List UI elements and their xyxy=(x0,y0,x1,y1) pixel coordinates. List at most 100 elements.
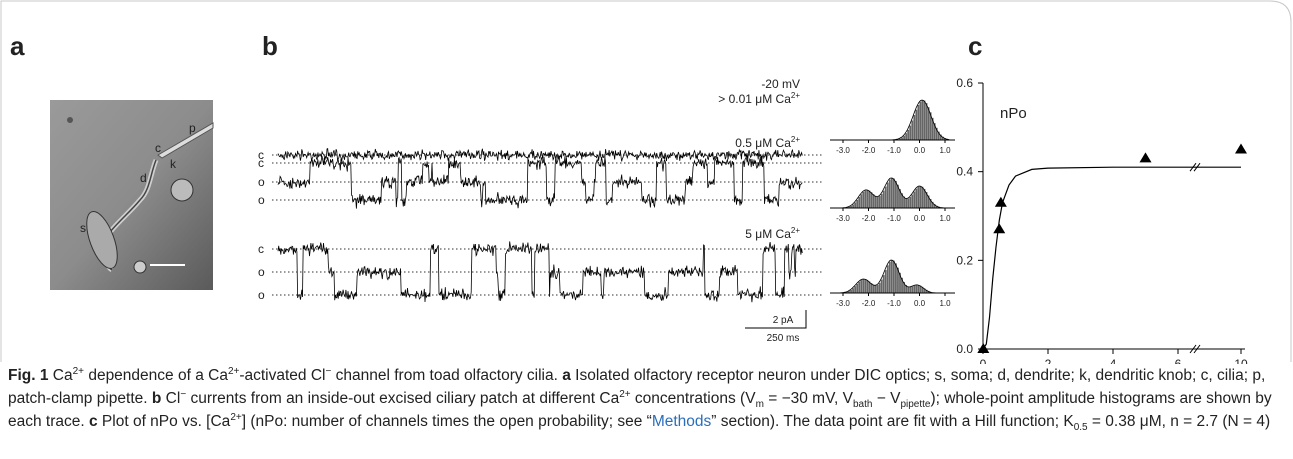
histogram-bar xyxy=(905,198,908,208)
histogram-tick-label: -3.0 xyxy=(836,299,850,308)
x-tick-label: 2 xyxy=(1045,357,1052,364)
histogram-bar xyxy=(860,194,863,208)
histogram-bar xyxy=(935,205,938,208)
caption-text: ] (nPo: number of channels times the ope… xyxy=(241,413,652,430)
histogram-bar xyxy=(919,185,922,208)
histogram-bar xyxy=(897,184,899,208)
caption-text: Cl xyxy=(161,390,181,407)
current-trace xyxy=(277,148,803,162)
y-tick-label: 0.2 xyxy=(956,253,973,267)
caption-text: ” section). The data point are fit with … xyxy=(711,413,1074,430)
histogram-bar xyxy=(923,188,926,208)
current-trace xyxy=(277,241,803,303)
histogram-bar xyxy=(903,135,905,140)
level-label: o xyxy=(258,288,265,302)
histogram-bar xyxy=(907,286,910,293)
trace-label-text: -20 mV xyxy=(761,77,800,91)
scale-label: 250 ms xyxy=(767,333,800,344)
histogram-bar xyxy=(913,191,916,208)
histogram-bar xyxy=(878,196,881,208)
caption-sup: − xyxy=(325,365,332,377)
scale-label: 2 pA xyxy=(773,315,794,326)
histogram-tick-label: 1.0 xyxy=(939,299,951,308)
caption-text: dependence of a Ca xyxy=(84,367,228,384)
histogram-bar xyxy=(905,133,908,140)
trace-label: 5 μM Ca2+ xyxy=(745,226,800,241)
trace-label-text: 5 μM Ca xyxy=(745,227,791,241)
panel-label: b xyxy=(262,31,278,61)
x-tick-label: 6 xyxy=(1175,357,1182,364)
histogram-bar xyxy=(919,101,922,140)
caption-sup: 2+ xyxy=(227,365,240,377)
histogram-bar xyxy=(919,285,922,293)
histogram-tick-label: 1.0 xyxy=(939,146,951,155)
histogram-bar xyxy=(923,288,926,293)
caption-sub: m xyxy=(755,399,764,411)
histogram-bar xyxy=(899,138,901,140)
histogram-bar xyxy=(925,192,928,208)
histogram-bar xyxy=(915,188,918,208)
trace-label: 0.5 μM Ca2+ xyxy=(735,135,800,150)
histogram-bar xyxy=(886,265,889,293)
histogram-bar xyxy=(935,127,938,140)
histogram-bar xyxy=(927,291,930,293)
histogram-bar xyxy=(901,137,903,140)
data-point xyxy=(1235,143,1247,154)
caption-text: = −30 mV, V xyxy=(763,390,853,407)
histogram-bar xyxy=(866,279,869,293)
histogram-bar xyxy=(917,284,920,293)
histogram-bar xyxy=(931,201,934,208)
hill-fit xyxy=(982,166,1241,350)
histogram-bar xyxy=(911,286,914,293)
histogram-bar xyxy=(937,131,940,140)
histogram-bar xyxy=(915,284,918,293)
histogram-bar xyxy=(866,189,869,208)
histogram-bar xyxy=(890,260,893,293)
histogram-bar xyxy=(880,279,883,293)
level-label: c xyxy=(258,148,264,162)
histogram-bar xyxy=(858,281,861,293)
y-tick-label: 0.0 xyxy=(956,342,973,356)
histogram-bar xyxy=(850,205,852,208)
histogram-bar xyxy=(901,193,903,208)
histogram-bar xyxy=(941,136,944,140)
level-label: o xyxy=(258,265,265,279)
caption-text: concentrations (V xyxy=(630,390,756,407)
image-label: d xyxy=(140,171,147,185)
histogram-bar xyxy=(933,204,936,208)
histogram-bar xyxy=(931,117,934,140)
histogram-bar xyxy=(854,202,857,208)
histogram-bar xyxy=(852,204,854,208)
histogram-bar xyxy=(911,120,914,140)
caption-text: Plot of nPo vs. [Ca xyxy=(97,413,231,430)
histogram-tick-label: 0.0 xyxy=(914,299,926,308)
caption-text: -activated Cl xyxy=(239,367,326,384)
histogram-tick-label: 0.0 xyxy=(914,214,926,223)
methods-link[interactable]: Methods xyxy=(651,413,712,430)
histogram-bar xyxy=(921,186,924,208)
x-tick-label: 4 xyxy=(1110,357,1117,364)
histogram-bar xyxy=(880,193,883,208)
caption-sup: 2+ xyxy=(72,365,85,377)
trace-label-sup: 2+ xyxy=(791,226,800,235)
figure-border xyxy=(0,0,1292,362)
histogram-bar xyxy=(874,285,877,293)
caption-text: channel from toad olfactory cilia. xyxy=(331,367,563,384)
caption-panel: c xyxy=(89,413,98,430)
image-label: c xyxy=(155,141,161,155)
histogram-bar xyxy=(870,192,873,208)
data-point xyxy=(977,343,990,353)
histogram-bar xyxy=(854,286,857,293)
histogram-bar xyxy=(899,189,901,208)
histogram-bar xyxy=(858,197,861,208)
panel-label: c xyxy=(968,31,982,61)
caption-sub: pipette xyxy=(900,399,931,411)
histogram-bar xyxy=(884,270,887,293)
data-point xyxy=(994,196,1007,207)
y-axis-label: nPo xyxy=(1000,105,1027,122)
caption-text: Isolated olfactory receptor neuron under… xyxy=(8,367,1266,407)
histogram-bar xyxy=(852,288,854,293)
caption-text: − V xyxy=(872,390,901,407)
data-point xyxy=(1139,152,1152,163)
